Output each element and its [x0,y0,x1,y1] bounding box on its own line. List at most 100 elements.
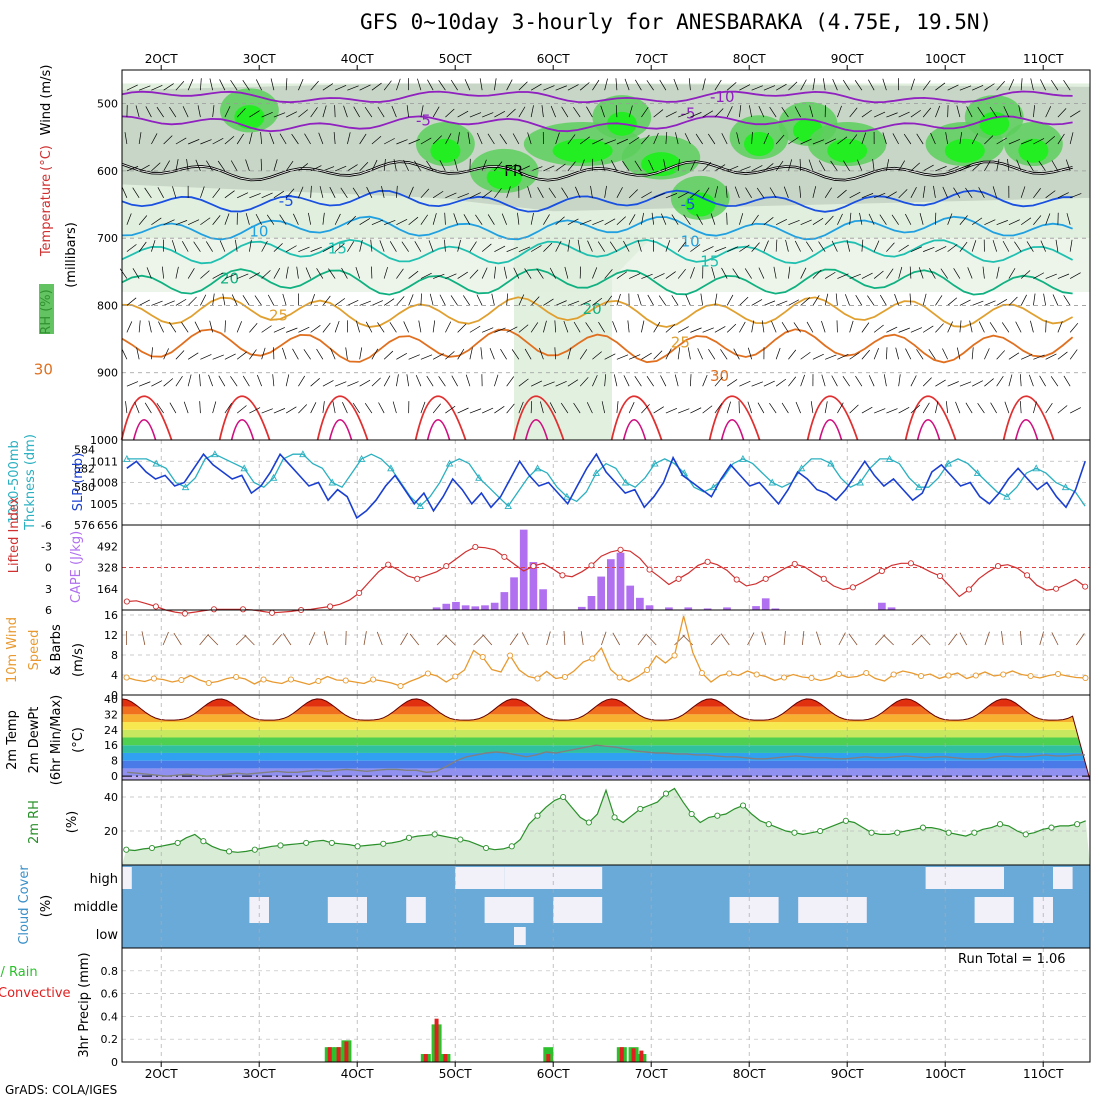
wind-barb [714,376,723,387]
rh-patch-core-10 [944,138,985,163]
wind-barb [697,348,703,360]
wind-barb [236,405,247,414]
wind-barb [212,401,217,414]
cloud-clear-11 [798,897,867,923]
isotherm-label-15: 30 [710,367,729,385]
wind-barb [577,239,581,252]
wind-barb [1008,374,1013,387]
wind-tick-4: 4 [111,669,118,682]
wind-barb [298,78,304,91]
hot-arch-38 [316,395,369,441]
wind-barb [794,240,801,252]
cape-bar [752,606,760,610]
wind-barb [543,85,555,91]
lifted-index-marker [646,566,653,573]
wind-barb [683,214,691,225]
isotherm-5 [121,238,1074,265]
wind-barb [1020,78,1023,91]
wind-barb [396,218,408,226]
wind-barb [922,80,931,91]
p2-label-thickness-a: 1000-500mb [7,440,22,524]
thickness-tick-580: 580 [74,481,95,494]
p6-label-b: (%) [65,811,80,834]
wind-barb [298,404,308,414]
wind-barb [541,105,544,118]
wind-barb [285,160,294,172]
date-bottom-11OCT: 11OCT [1023,1067,1064,1081]
wind-barb [928,349,936,360]
wind-barb [543,214,550,225]
cape-bar [510,577,518,610]
wind-10m-series [126,615,1086,687]
wind-10m-barb [674,634,685,646]
wind-barb [776,300,788,306]
wind-barb [849,352,860,360]
wind-barb [1030,320,1034,333]
wind-barb [1033,401,1037,414]
wind-barb [285,245,297,252]
hot-core-18 [132,419,157,441]
wind-barb [690,112,702,118]
wind-barb [579,299,592,306]
wind-barb [319,186,324,198]
wind-barb [579,377,589,387]
wind-barb [445,133,452,145]
wind-barb [200,270,210,279]
wind-barb [739,321,746,333]
hot-arch-28 [218,395,271,441]
wind-barb [714,403,723,414]
isotherm-label-7: 10 [681,233,700,251]
wind-barb [420,137,432,145]
wind-barb [563,320,569,333]
wind-barb [1019,374,1022,387]
wind-10m-marker [972,672,979,679]
isotherm-1 [121,115,1073,133]
wind-barb [628,189,639,199]
isotherm-label-13: 25 [671,333,690,351]
wind-10m-barb [482,634,493,646]
temp-stripe-5 [122,737,1090,746]
wind-barb [567,218,579,226]
wind-barb [355,267,360,279]
wind-barb [371,135,382,145]
wind-barb [340,187,348,199]
wind-10m-barb [409,633,420,646]
wind-barb [600,105,605,118]
wind-barb [996,137,1008,145]
wind-barb [209,78,213,91]
wind-barb [454,159,458,172]
wind-10m-marker [452,673,459,680]
wind-barb [218,375,226,387]
wind-barb [1020,270,1031,279]
wind-10m-barb [761,631,767,646]
wind-barb [849,212,852,225]
wind-barb [1069,407,1081,414]
p1-label-temperature: Temperature [39,174,54,257]
wind-barb [163,300,175,306]
wind-barb [1033,188,1041,199]
wind-barb [849,107,858,118]
wind-barb [501,213,507,225]
lifted-index-marker [472,543,479,551]
wind-barb [242,375,250,387]
temp-stripe-11 [122,695,1090,699]
wind-barb [739,84,751,91]
p5-label-d: (°C) [71,727,86,753]
wind-barb [739,166,751,172]
wind-barb [663,159,667,171]
hot-arch-98 [904,395,957,441]
wind-barb [1038,160,1046,172]
thickness-marker [621,478,630,486]
wind-barb [242,295,250,306]
date-bottom-10OCT: 10OCT [925,1067,966,1081]
wind-barb [1033,354,1045,360]
wind-10m-barb [710,634,721,646]
wind-barb [480,347,483,360]
thickness-marker [768,478,776,486]
wind-barb [249,132,253,145]
wind-barb [322,212,325,225]
wind-barb [536,268,544,279]
wind-barb [992,240,997,252]
wind-barb [592,267,598,279]
wind-10m-barb [883,634,894,646]
